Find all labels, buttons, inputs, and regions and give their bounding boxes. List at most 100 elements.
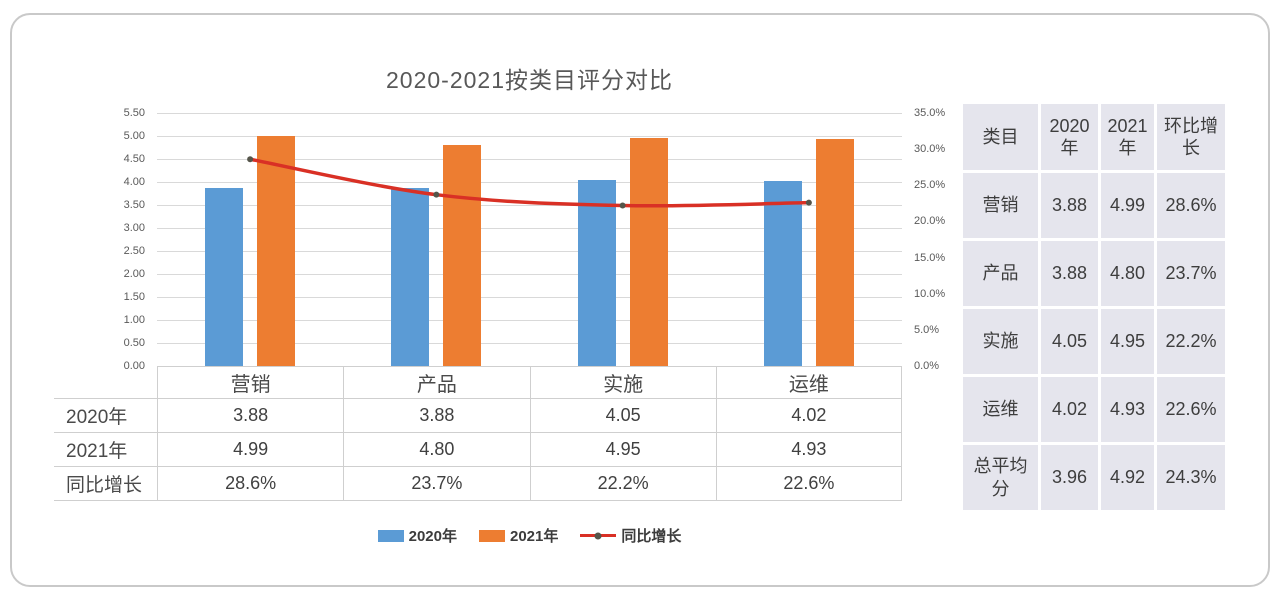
summary-row-total-average: 总平均分 3.96 4.92 24.3% — [963, 445, 1225, 510]
right-axis-tick: 25.0% — [914, 179, 946, 192]
gridline — [157, 159, 902, 160]
gridline — [157, 205, 902, 206]
summary-cell-mom-growth: 22.6% — [1157, 377, 1225, 442]
summary-cell-category: 产品 — [963, 241, 1038, 306]
summary-cell-y2020: 3.96 — [1041, 445, 1098, 510]
gridline — [157, 320, 902, 321]
line-series-layer — [247, 156, 812, 209]
summary-cell-y2020: 3.88 — [1041, 173, 1098, 238]
data-table-value-product: 23.7% — [343, 467, 530, 501]
summary-row-implementation: 实施 4.05 4.95 22.2% — [963, 309, 1225, 374]
bar-y2021-marketing — [257, 136, 296, 366]
summary-cell-y2021: 4.93 — [1101, 377, 1154, 442]
right-axis-tick: 30.0% — [914, 143, 946, 156]
right-axis-tick: 5.0% — [914, 323, 940, 336]
plot-area — [157, 113, 902, 367]
legend-item-y2021: 2021年 — [478, 525, 559, 546]
legend-swatch-y2021 — [478, 529, 505, 542]
left-axis: 5.50 5.00 4.50 4.00 3.50 3.00 2.50 2.00 1.50 1.00… — [67, 107, 145, 372]
data-table-value-product: 4.80 — [343, 433, 530, 467]
summary-cell-mom-growth: 28.6% — [1157, 173, 1225, 238]
summary-cell-category: 实施 — [963, 309, 1038, 374]
gridline — [157, 228, 902, 229]
bar-y2021-operations — [815, 139, 854, 366]
data-table-value-marketing: 4.99 — [157, 433, 344, 467]
data-table-header-marketing: 营销 — [157, 366, 344, 399]
legend-label: 2021年 — [509, 528, 559, 545]
bar-y2021-product — [443, 145, 482, 366]
legend-marker-dot — [594, 532, 602, 539]
marker-yoy-growth-operations — [805, 199, 812, 206]
gridline — [157, 297, 902, 298]
right-axis-tick: 10.0% — [914, 287, 946, 300]
left-axis-tick: 0.50 — [123, 337, 145, 349]
right-axis-tick: 0.0% — [914, 360, 940, 372]
legend-line-swatch-yoy-growth — [580, 532, 617, 539]
summary-cell-y2020: 4.05 — [1041, 309, 1098, 374]
data-table-header-operations: 运维 — [715, 366, 902, 399]
chart-title: 2020-2021按类目评分对比 — [386, 67, 673, 93]
summary-row-product: 产品 3.88 4.80 23.7% — [963, 241, 1225, 306]
right-axis-tick: 35.0% — [914, 107, 946, 119]
data-table-value-marketing: 28.6% — [157, 467, 344, 501]
right-axis: 35.0% 30.0% 25.0% 20.0% 15.0% 10.0% 5.0% 0.0% — [914, 107, 974, 372]
bar-y2021-implementation — [629, 138, 668, 366]
summary-cell-y2020: 3.88 — [1041, 241, 1098, 306]
summary-table-header-row: 类目 2020年 2021年 环比增长 — [963, 104, 1225, 170]
summary-cell-category: 营销 — [963, 173, 1038, 238]
left-axis-tick: 0.00 — [123, 360, 145, 372]
gridline — [157, 251, 902, 252]
gridline — [157, 136, 902, 137]
right-axis-tick: 15.0% — [914, 251, 946, 264]
chart-legend: 2020年 2021年 同比增长 — [157, 525, 902, 546]
summary-row-marketing: 营销 3.88 4.99 28.6% — [963, 173, 1225, 238]
chart-data-table: 营销 产品 实施 运维 2020年 3.88 3.88 4.05 4.02 2021年 4.99 4.… — [54, 366, 902, 501]
left-axis-tick: 3.50 — [123, 199, 145, 211]
summary-header-mom-growth: 环比增长 — [1157, 104, 1225, 170]
summary-cell-mom-growth: 23.7% — [1157, 241, 1225, 306]
left-axis-tick: 5.00 — [123, 130, 145, 142]
marker-yoy-growth-product — [433, 191, 440, 198]
summary-cell-mom-growth: 24.3% — [1157, 445, 1225, 510]
left-axis-tick: 4.00 — [123, 176, 145, 188]
gridline — [157, 113, 902, 114]
legend-item-yoy-growth: 同比增长 — [580, 525, 681, 546]
data-table-header-product: 产品 — [343, 366, 530, 399]
data-table-value-operations: 4.93 — [715, 433, 902, 467]
line-yoy-growth — [249, 157, 809, 208]
summary-cell-y2021: 4.99 — [1101, 173, 1154, 238]
summary-cell-mom-growth: 22.2% — [1157, 309, 1225, 374]
summary-cell-category: 总平均分 — [963, 445, 1038, 510]
data-table-header-implementation: 实施 — [529, 366, 716, 399]
left-axis-tick: 5.50 — [123, 107, 145, 119]
data-table-value-implementation: 4.95 — [529, 433, 716, 467]
summary-header-category: 类目 — [963, 104, 1038, 170]
data-table-value-implementation: 22.2% — [529, 467, 716, 501]
summary-table: 类目 2020年 2021年 环比增长 营销 3.88 4.99 28.6% 产品 3.88 4.8… — [960, 101, 1228, 513]
summary-cell-y2020: 4.02 — [1041, 377, 1098, 442]
marker-yoy-growth-marketing — [247, 156, 254, 163]
bar-y2020-operations — [763, 181, 802, 366]
data-table-value-product: 3.88 — [343, 399, 530, 433]
summary-cell-y2021: 4.95 — [1101, 309, 1154, 374]
marker-yoy-growth-implementation — [619, 202, 626, 209]
bar-y2020-product — [391, 187, 430, 366]
right-axis-tick: 20.0% — [914, 215, 946, 228]
gridline — [157, 343, 902, 344]
left-axis-tick: 3.00 — [123, 222, 145, 234]
data-table-value-operations: 22.6% — [715, 467, 902, 501]
chart-card: 2020-2021按类目评分对比 5.50 5.00 4.50 4.00 3.50 3.0… — [10, 13, 1270, 587]
gridline — [157, 182, 902, 183]
legend-label: 同比增长 — [621, 528, 682, 545]
legend-label: 2020年 — [408, 528, 457, 545]
legend-swatch-y2020 — [377, 529, 404, 542]
data-table-value-implementation: 4.05 — [529, 399, 716, 433]
data-table-corner — [54, 366, 157, 399]
summary-header-y2021: 2021年 — [1101, 104, 1154, 170]
left-axis-tick: 2.50 — [123, 245, 145, 257]
data-table-row-label: 同比增长 — [54, 467, 157, 501]
left-axis-tick: 4.50 — [123, 153, 145, 165]
summary-cell-y2021: 4.92 — [1101, 445, 1154, 510]
summary-cell-y2021: 4.80 — [1101, 241, 1154, 306]
data-table-value-marketing: 3.88 — [157, 399, 344, 433]
